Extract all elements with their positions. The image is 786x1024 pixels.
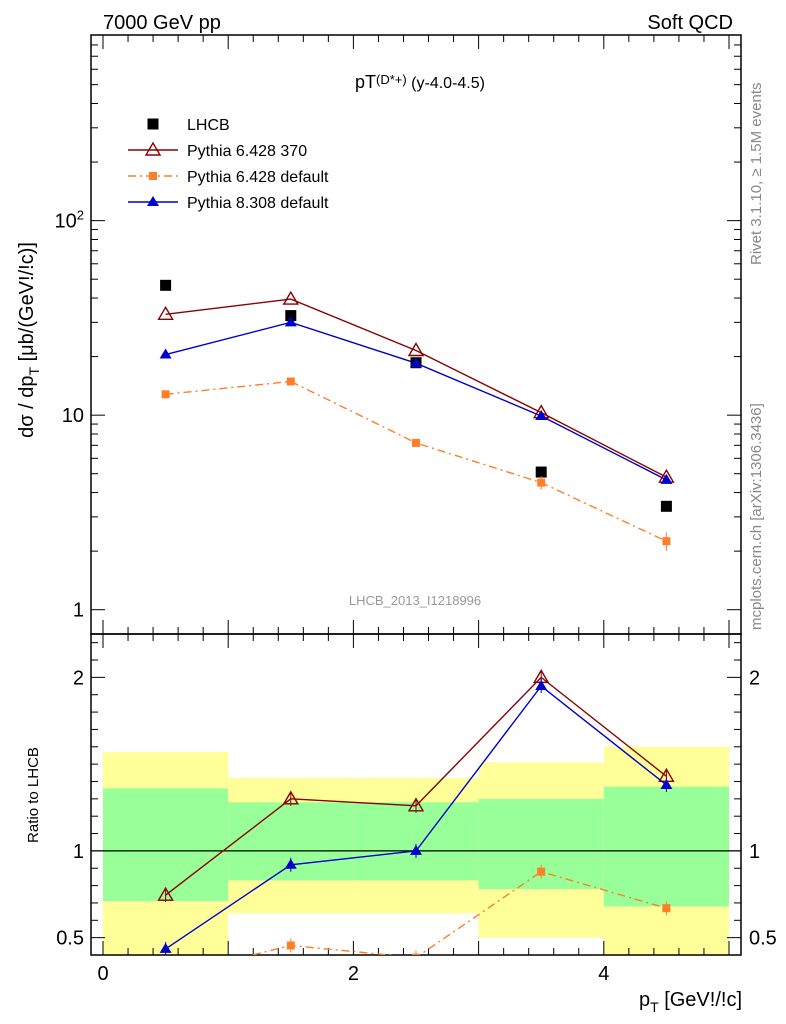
ratio-line xyxy=(249,870,667,955)
ratio-tick-label: 0.5 xyxy=(749,928,777,950)
green-band-2 xyxy=(353,802,479,881)
data-point xyxy=(412,438,420,447)
legend-label: Pythia 6.428 370 xyxy=(187,143,307,160)
data-point xyxy=(161,390,170,399)
ratio-point xyxy=(660,778,673,789)
data-point xyxy=(160,279,172,291)
mcplots-label: mcplots.cern.ch [arXiv:1306.3436] xyxy=(748,403,765,630)
ratio-point xyxy=(286,941,295,950)
legend-marker xyxy=(147,196,159,206)
x-tick-label: 0 xyxy=(97,963,108,985)
ratio-series xyxy=(157,668,675,981)
ratio-tick-label: 1 xyxy=(73,841,84,863)
ratio-point xyxy=(162,973,170,981)
ratio-point xyxy=(407,797,425,812)
ratio-point xyxy=(412,953,420,955)
ratio-point xyxy=(537,867,546,876)
ratio-point xyxy=(662,904,671,913)
data-point xyxy=(410,357,422,368)
ratio-axis-label: Ratio to LHCB xyxy=(25,747,42,843)
ratio-tick-label: 2 xyxy=(749,667,760,689)
x-tick-label: 2 xyxy=(348,963,359,985)
legend: LHCB Pythia 6.428 370 Pythia 6.428 default… xyxy=(128,117,329,212)
header-right: Soft QCD xyxy=(647,12,733,34)
legend-label: LHCB xyxy=(187,117,230,134)
data-point xyxy=(407,342,425,357)
ratio-tick-label: 1 xyxy=(749,841,760,863)
ratio-point xyxy=(284,858,297,869)
ratio-point xyxy=(535,680,548,691)
ratio-point xyxy=(410,844,422,855)
y-tick-label: 1 xyxy=(73,600,84,622)
ratio-point xyxy=(282,790,300,805)
rivet-label: Rivet 3.1.10, ≥ 1.5M events xyxy=(748,83,765,266)
data-point xyxy=(282,290,300,305)
data-point xyxy=(286,377,295,386)
series-line xyxy=(165,298,667,478)
data-point xyxy=(535,410,548,421)
legend-label: Pythia 6.428 default xyxy=(187,169,329,186)
data-point xyxy=(537,478,546,487)
green-band-0 xyxy=(103,788,229,902)
legend-marker xyxy=(147,118,159,130)
ratio-tick-label: 0.5 xyxy=(56,928,84,950)
y-tick-label: 10 xyxy=(62,405,84,427)
header-left: 7000 GeV pp xyxy=(103,12,221,34)
x-axis-label: pT [GeV!/!c] xyxy=(639,989,742,1015)
data-point xyxy=(159,348,172,359)
analysis-label: LHCB_2013_I1218996 xyxy=(349,593,481,608)
data-point xyxy=(662,537,671,546)
plot-title: pT(D*+) (y-4.0-4.5) xyxy=(355,72,485,92)
ratio-tick-label: 2 xyxy=(73,667,84,689)
data-point xyxy=(285,310,297,322)
ratio-point xyxy=(157,886,174,901)
legend-marker xyxy=(144,141,162,156)
ratio-point xyxy=(159,942,172,953)
x-tick-label: 4 xyxy=(598,963,609,985)
data-point xyxy=(660,500,672,512)
y-axis-label: dσ / dpT [μb/(GeV!/!c)] xyxy=(16,242,42,438)
series-line xyxy=(165,321,667,481)
data-point xyxy=(284,316,297,327)
data-point xyxy=(535,466,547,478)
legend-label: Pythia 8.308 default xyxy=(187,195,329,212)
y-tick-label: 102 xyxy=(55,208,84,233)
legend-marker xyxy=(149,172,157,180)
green-band-4 xyxy=(603,786,729,907)
data-point xyxy=(157,305,174,320)
series-line xyxy=(165,380,667,542)
data-point xyxy=(660,473,673,484)
